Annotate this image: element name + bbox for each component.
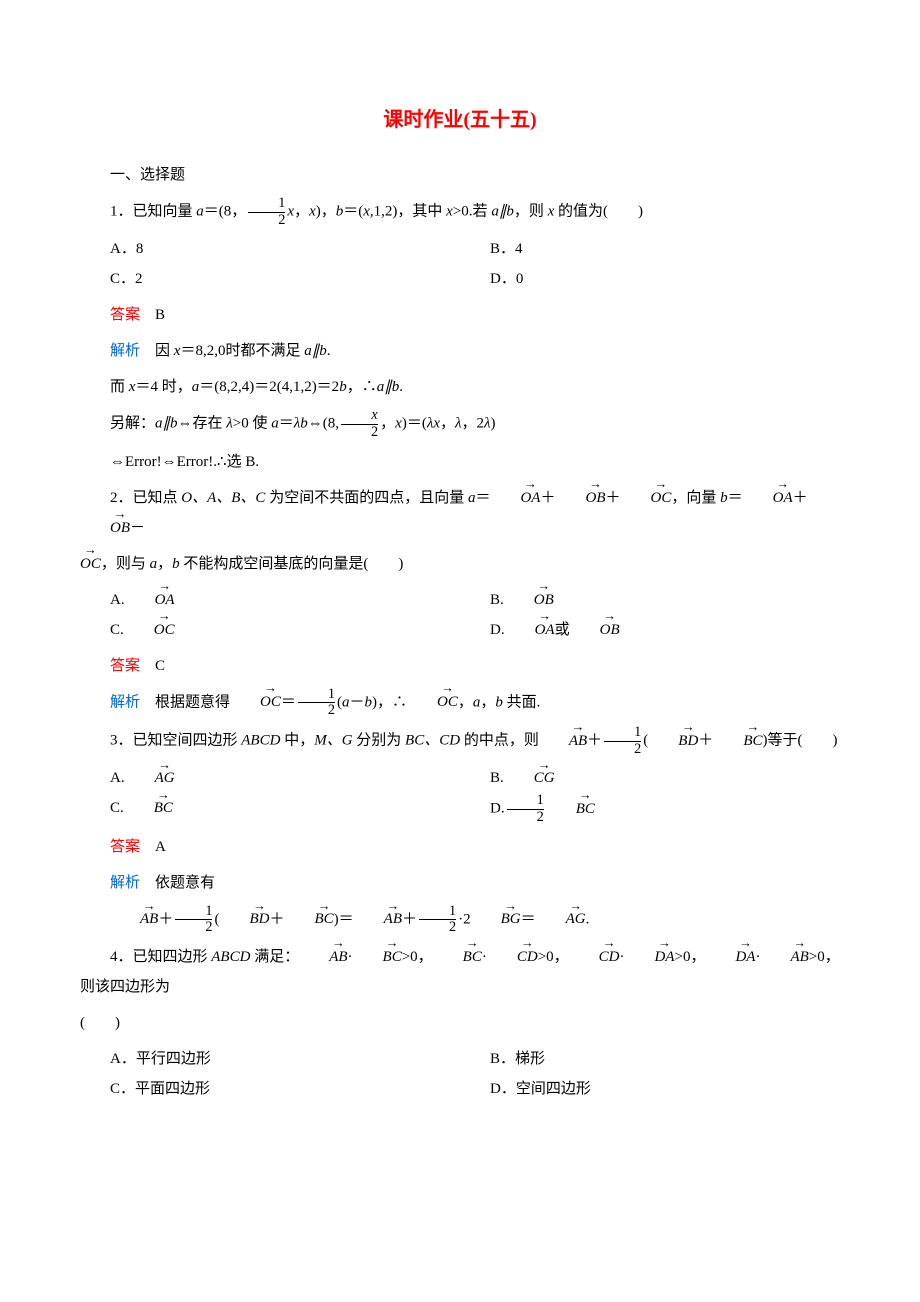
q4-options-row1: A．平行四边形 B．梯形	[80, 1044, 840, 1074]
q2-opt-d: D.OA或OB	[460, 615, 840, 645]
q4-opt-c: C．平面四边形	[80, 1074, 460, 1104]
q3-options-row1: A.AG B.CG	[80, 763, 840, 793]
q2-stem: 2．已知点 O、A、B、C 为空间不共面的四点，且向量 a＝OA＋OB＋OC，向…	[80, 483, 840, 543]
q2-options-row1: A.OA B.OB	[80, 585, 840, 615]
q1-exp-2: 而 x＝4 时，a＝(8,2,4)＝2(4,1,2)＝2b，∴a∥b.	[80, 372, 840, 402]
q1-exp-1: 解析 因 x＝8,2,0时都不满足 a∥b.	[80, 336, 840, 366]
q1-stem: 1．已知向量 a＝(8，12x，x)，b＝(x,1,2)，其中 x>0.若 a∥…	[80, 196, 840, 228]
q3-opt-c: C.BC	[80, 793, 460, 825]
q4-stem: 4．已知四边形 ABCD 满足：AB·BC>0，BC·CD>0，CD·DA>0，…	[80, 942, 840, 1002]
q3-stem: 3．已知空间四边形 ABCD 中，M、G 分别为 BC、CD 的中点，则AB＋1…	[80, 725, 840, 757]
q2-stem-line2: OC，则与 a，b 不能构成空间基底的向量是( )	[80, 549, 840, 579]
q1-answer: 答案 B	[80, 300, 840, 330]
q2-answer: 答案 C	[80, 651, 840, 681]
q1-options-row1: A．8 B．4	[80, 234, 840, 264]
q3-opt-d: D.12BC	[460, 793, 840, 825]
q3-options-row2: C.BC D.12BC	[80, 793, 840, 825]
q3-exp-1: 解析 依题意有	[80, 868, 840, 898]
q1-opt-b: B．4	[460, 234, 840, 264]
q1-exp-4: ⇔Error!⇔Error!.∴选 B.	[80, 447, 840, 477]
q1-opt-a: A．8	[80, 234, 460, 264]
q2-opt-c: C.OC	[80, 615, 460, 645]
q4-opt-b: B．梯形	[460, 1044, 840, 1074]
q3-answer: 答案 A	[80, 832, 840, 862]
q4-opt-a: A．平行四边形	[80, 1044, 460, 1074]
q1-opt-d: D．0	[460, 264, 840, 294]
q4-opt-d: D．空间四边形	[460, 1074, 840, 1104]
section-heading: 一、选择题	[80, 160, 840, 190]
q2-options-row2: C.OC D.OA或OB	[80, 615, 840, 645]
page-title: 课时作业(五十五)	[80, 100, 840, 140]
q1-exp-3: 另解：a∥b⇔存在 λ>0 使 a＝λb⇔(8,x2，x)＝(λx，λ，2λ)	[80, 408, 840, 440]
q4-options-row2: C．平面四边形 D．空间四边形	[80, 1074, 840, 1104]
q3-opt-b: B.CG	[460, 763, 840, 793]
q1-opt-c: C．2	[80, 264, 460, 294]
q1-options-row2: C．2 D．0	[80, 264, 840, 294]
q4-tail: ( )	[80, 1008, 840, 1038]
